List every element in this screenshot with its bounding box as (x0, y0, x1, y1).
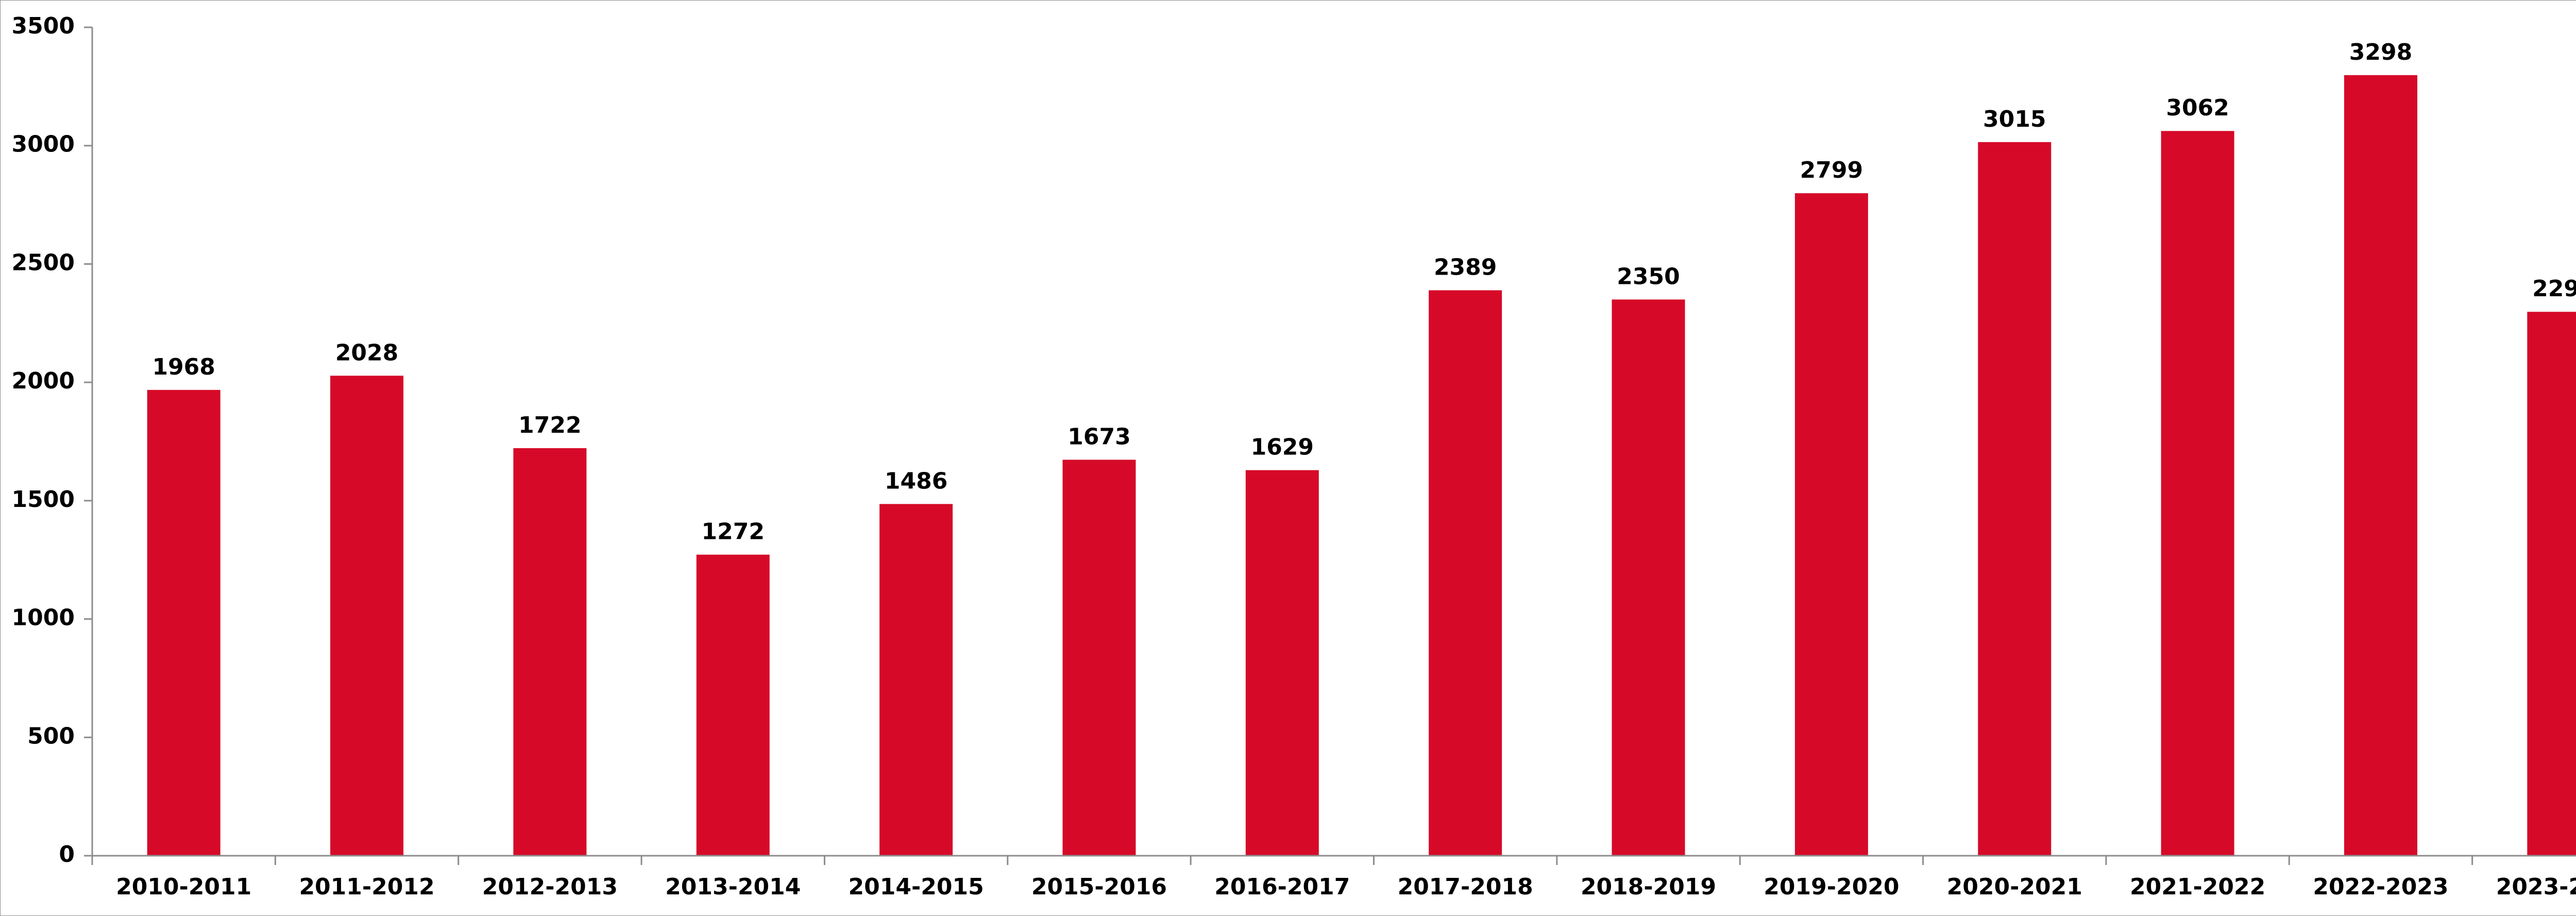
x-tick-label-2017-2018: 2017-2018 (1398, 874, 1533, 900)
y-tick-label: 2000 (12, 368, 75, 394)
x-tick-label-2011-2012: 2011-2012 (299, 874, 434, 900)
bars-layer (147, 75, 2576, 856)
y-tick-label: 1000 (12, 605, 75, 631)
labels-layer: 0 500 1000 1500 2000 2500 3000 3500 1968 2010-201… (12, 13, 2576, 900)
x-tick-label-2012-2013: 2012-2013 (482, 874, 618, 900)
data-label-2023-2024: 2298 (2532, 276, 2576, 302)
y-tick-label: 0 (59, 841, 75, 868)
x-tick-label-2020-2021: 2020-2021 (1947, 874, 2082, 900)
axes-layer (84, 26, 2576, 865)
y-tick-label: 1500 (12, 486, 75, 513)
x-tick-label-2021-2022: 2021-2022 (2130, 874, 2265, 900)
bar-2016-2017 (1245, 470, 1319, 856)
bar-2013-2014 (696, 554, 770, 856)
x-tick-label-2022-2023: 2022-2023 (2313, 874, 2448, 900)
data-label-2018-2019: 2350 (1617, 263, 1680, 290)
x-tick-label-2013-2014: 2013-2014 (665, 874, 801, 900)
data-label-2014-2015: 1486 (885, 468, 947, 494)
bar-2020-2021 (1978, 142, 2052, 856)
data-label-2013-2014: 1272 (702, 519, 765, 545)
y-tick-label: 2500 (12, 249, 75, 276)
x-tick-label-2010-2011: 2010-2011 (116, 874, 251, 900)
x-tick-label-2023-2024: 2023-2024 (2496, 874, 2576, 900)
data-label-2017-2018: 2389 (1434, 254, 1497, 280)
data-label-2021-2022: 3062 (2166, 95, 2229, 121)
bar-2019-2020 (1794, 193, 1868, 856)
bar-2011-2012 (330, 376, 404, 856)
x-tick-label-2016-2017: 2016-2017 (1214, 874, 1350, 900)
data-label-2020-2021: 3015 (1983, 106, 2046, 132)
data-label-2012-2013: 1722 (518, 412, 581, 438)
data-label-2016-2017: 1629 (1251, 434, 1314, 461)
y-tick-label: 3000 (12, 131, 75, 158)
data-label-2010-2011: 1968 (152, 354, 215, 380)
bar-2014-2015 (879, 504, 953, 856)
bar-2018-2019 (1612, 299, 1685, 856)
bar-2017-2018 (1429, 290, 1502, 856)
y-tick-label: 3500 (12, 13, 75, 39)
x-tick-label-2018-2019: 2018-2019 (1581, 874, 1716, 900)
data-label-2011-2012: 2028 (335, 340, 398, 366)
y-tick-label: 500 (27, 723, 75, 749)
bar-2012-2013 (513, 448, 587, 856)
bar-2023-2024 (2527, 312, 2576, 856)
data-label-2022-2023: 3298 (2349, 39, 2412, 65)
bar-2010-2011 (147, 389, 221, 856)
data-label-2019-2020: 2799 (1800, 157, 1863, 183)
data-label-2015-2016: 1673 (1067, 423, 1130, 450)
bar-2021-2022 (2161, 131, 2234, 856)
x-tick-label-2015-2016: 2015-2016 (1031, 874, 1167, 900)
bar-2015-2016 (1062, 460, 1136, 856)
x-tick-label-2014-2015: 2014-2015 (849, 874, 984, 900)
x-tick-label-2019-2020: 2019-2020 (1764, 874, 1899, 900)
bar-2022-2023 (2344, 75, 2417, 856)
